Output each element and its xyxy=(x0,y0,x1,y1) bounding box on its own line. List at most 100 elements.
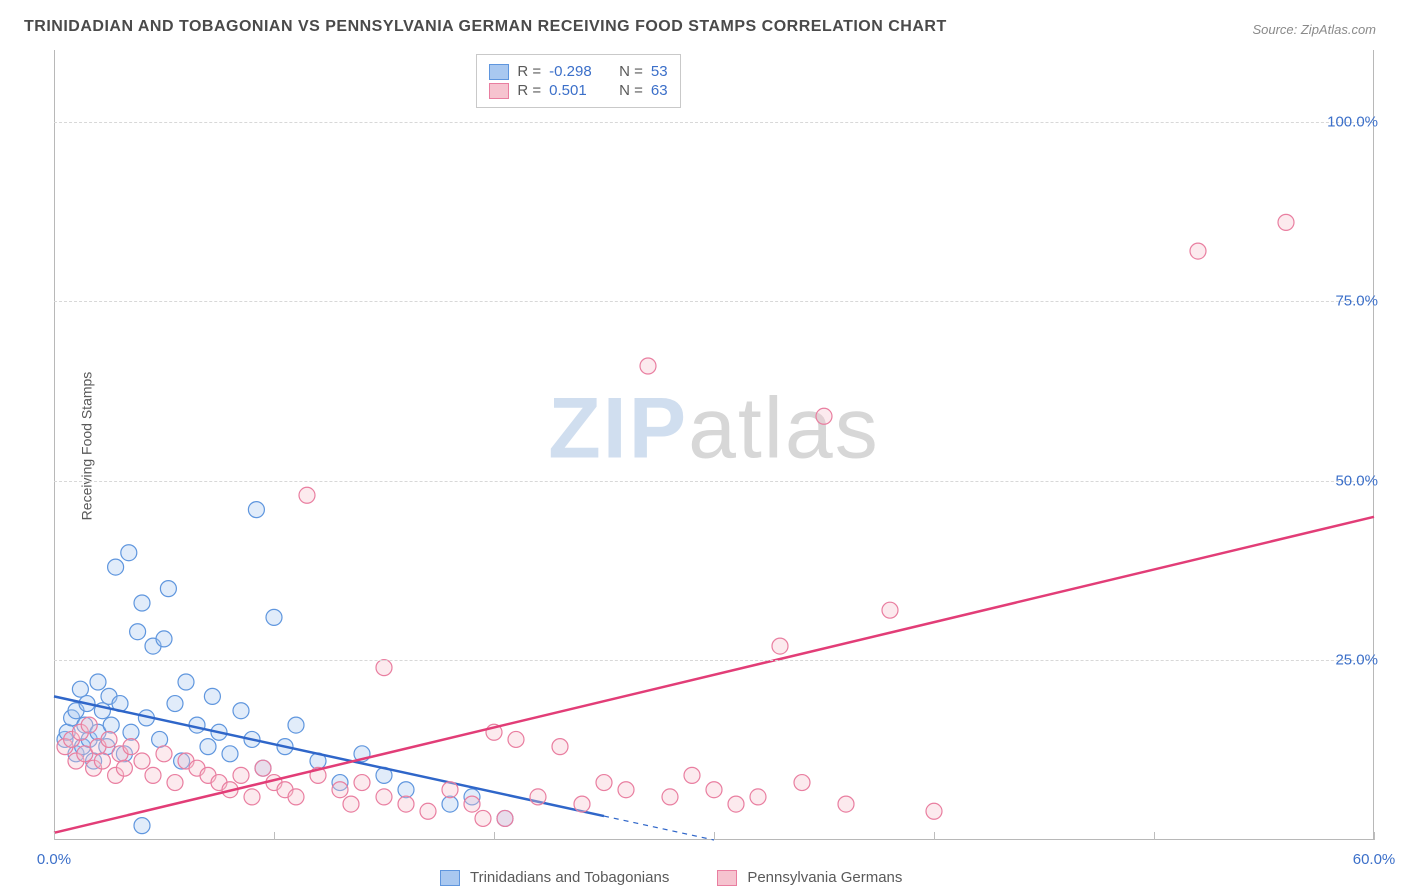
scatter-point-pagerman xyxy=(145,767,161,783)
scatter-point-pagerman xyxy=(816,408,832,424)
scatter-point-pagerman xyxy=(343,796,359,812)
scatter-point-pagerman xyxy=(167,775,183,791)
scatter-point-pagerman xyxy=(772,638,788,654)
scatter-point-trinidad xyxy=(266,609,282,625)
scatter-point-pagerman xyxy=(244,789,260,805)
scatter-point-pagerman xyxy=(1190,243,1206,259)
scatter-point-pagerman xyxy=(376,660,392,676)
scatter-point-pagerman xyxy=(530,789,546,805)
swatch-trinidad xyxy=(440,870,460,886)
legend-label-trinidad: Trinidadians and Tobagonians xyxy=(470,869,669,886)
scatter-plot-area: ZIPatlas R = -0.298 N = 53 R = 0.501 N =… xyxy=(54,50,1374,840)
scatter-point-pagerman xyxy=(94,753,110,769)
source-attribution: Source: ZipAtlas.com xyxy=(1252,22,1376,37)
scatter-point-pagerman xyxy=(398,796,414,812)
swatch-trinidad xyxy=(489,64,509,80)
scatter-point-pagerman xyxy=(288,789,304,805)
scatter-point-pagerman xyxy=(508,731,524,747)
n-label: N = xyxy=(619,82,643,99)
scatter-point-trinidad xyxy=(233,703,249,719)
scatter-point-pagerman xyxy=(420,803,436,819)
scatter-point-trinidad xyxy=(398,782,414,798)
scatter-point-trinidad xyxy=(152,731,168,747)
x-tick-label: 0.0% xyxy=(37,851,71,868)
x-tick-mark xyxy=(494,832,495,840)
scatter-point-pagerman xyxy=(475,810,491,826)
scatter-point-trinidad xyxy=(160,581,176,597)
scatter-point-trinidad xyxy=(167,696,183,712)
scatter-point-pagerman xyxy=(376,789,392,805)
gridline xyxy=(54,301,1374,302)
scatter-point-pagerman xyxy=(233,767,249,783)
scatter-point-pagerman xyxy=(332,782,348,798)
scatter-point-pagerman xyxy=(1278,214,1294,230)
r-value-trinidad: -0.298 xyxy=(549,63,605,80)
scatter-point-pagerman xyxy=(728,796,744,812)
n-label: N = xyxy=(619,63,643,80)
swatch-pagerman xyxy=(717,870,737,886)
y-tick-label: 25.0% xyxy=(1335,652,1378,669)
r-label: R = xyxy=(517,82,541,99)
y-tick-label: 75.0% xyxy=(1335,293,1378,310)
scatter-point-trinidad xyxy=(134,595,150,611)
y-tick-label: 50.0% xyxy=(1335,472,1378,489)
x-tick-mark xyxy=(54,832,55,840)
chart-title: TRINIDADIAN AND TOBAGONIAN VS PENNSYLVAN… xyxy=(24,18,947,36)
scatter-point-pagerman xyxy=(101,731,117,747)
x-tick-label: 60.0% xyxy=(1353,851,1396,868)
legend-item-trinidad: Trinidadians and Tobagonians xyxy=(440,869,669,886)
scatter-point-trinidad xyxy=(130,624,146,640)
legend-item-pagerman: Pennsylvania Germans xyxy=(717,869,902,886)
scatter-point-pagerman xyxy=(662,789,678,805)
scatter-point-trinidad xyxy=(72,681,88,697)
scatter-point-pagerman xyxy=(684,767,700,783)
stats-row-pagerman: R = 0.501 N = 63 xyxy=(489,82,667,99)
trend-line-dashed-trinidad xyxy=(604,816,714,840)
scatter-point-pagerman xyxy=(574,796,590,812)
scatter-point-pagerman xyxy=(750,789,766,805)
x-tick-mark xyxy=(274,832,275,840)
scatter-point-pagerman xyxy=(618,782,634,798)
scatter-point-pagerman xyxy=(838,796,854,812)
x-tick-mark xyxy=(714,832,715,840)
y-tick-label: 100.0% xyxy=(1327,113,1378,130)
scatter-point-trinidad xyxy=(222,746,238,762)
x-tick-mark xyxy=(1154,832,1155,840)
scatter-point-pagerman xyxy=(794,775,810,791)
scatter-point-trinidad xyxy=(134,818,150,834)
scatter-point-trinidad xyxy=(178,674,194,690)
n-value-trinidad: 53 xyxy=(651,63,668,80)
scatter-point-pagerman xyxy=(134,753,150,769)
scatter-point-pagerman xyxy=(464,796,480,812)
stats-row-trinidad: R = -0.298 N = 53 xyxy=(489,63,667,80)
scatter-point-pagerman xyxy=(299,487,315,503)
scatter-point-pagerman xyxy=(640,358,656,374)
scatter-point-trinidad xyxy=(108,559,124,575)
scatter-point-trinidad xyxy=(156,631,172,647)
n-value-pagerman: 63 xyxy=(651,82,668,99)
scatter-point-pagerman xyxy=(116,760,132,776)
scatter-point-pagerman xyxy=(926,803,942,819)
scatter-point-pagerman xyxy=(81,717,97,733)
stats-legend-box: R = -0.298 N = 53 R = 0.501 N = 63 xyxy=(476,54,680,108)
plot-svg xyxy=(54,50,1374,840)
scatter-point-pagerman xyxy=(255,760,271,776)
scatter-point-pagerman xyxy=(706,782,722,798)
scatter-point-trinidad xyxy=(90,674,106,690)
r-label: R = xyxy=(517,63,541,80)
x-tick-mark xyxy=(1374,832,1375,840)
scatter-point-pagerman xyxy=(596,775,612,791)
scatter-point-trinidad xyxy=(204,688,220,704)
scatter-point-pagerman xyxy=(552,739,568,755)
scatter-point-pagerman xyxy=(156,746,172,762)
scatter-point-pagerman xyxy=(123,739,139,755)
swatch-pagerman xyxy=(489,83,509,99)
scatter-point-trinidad xyxy=(248,502,264,518)
gridline xyxy=(54,481,1374,482)
series-legend: Trinidadians and Tobagonians Pennsylvani… xyxy=(440,869,902,886)
legend-label-pagerman: Pennsylvania Germans xyxy=(747,869,902,886)
scatter-point-trinidad xyxy=(288,717,304,733)
scatter-point-pagerman xyxy=(882,602,898,618)
scatter-point-trinidad xyxy=(123,724,139,740)
scatter-point-pagerman xyxy=(442,782,458,798)
